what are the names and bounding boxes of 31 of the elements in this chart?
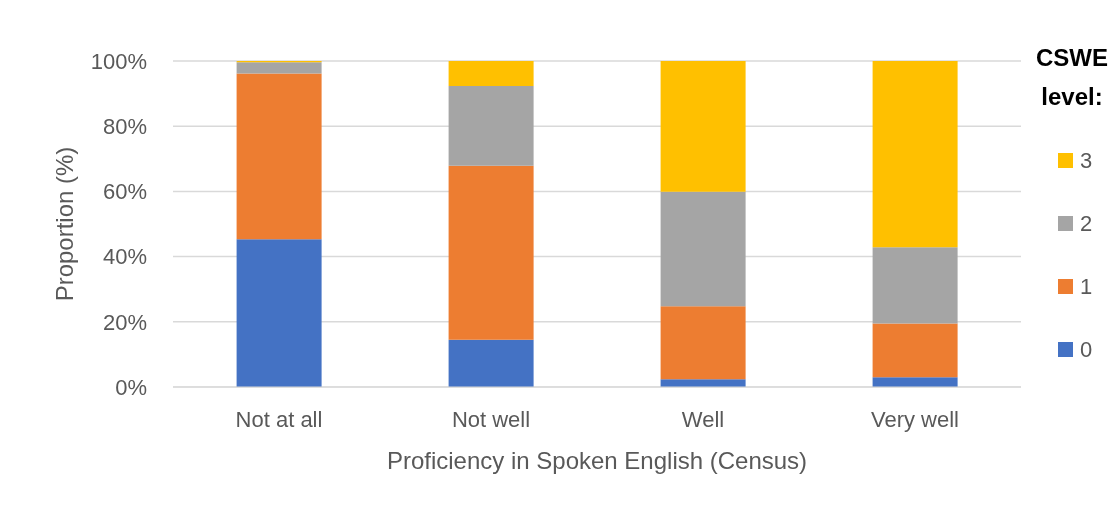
bar — [448, 339, 534, 387]
y-tick-label: 60% — [102, 179, 147, 205]
bar — [872, 323, 958, 378]
legend-label: 1 — [1080, 273, 1093, 300]
x-tick-label: Not at all — [235, 406, 323, 432]
y-tick-label: 0% — [115, 374, 147, 400]
bar — [236, 73, 322, 240]
bar — [872, 377, 958, 387]
y-axis-title: Proportion (%) — [51, 146, 79, 302]
x-tick-label: Well — [681, 406, 725, 432]
bar — [448, 86, 534, 166]
legend-label: 2 — [1080, 210, 1093, 237]
bar — [448, 165, 534, 340]
bar — [236, 62, 322, 74]
bar — [660, 191, 746, 307]
bar — [448, 61, 534, 87]
x-tick-label: Very well — [870, 406, 960, 432]
legend-label: 3 — [1080, 147, 1093, 174]
y-tick-label: 100% — [90, 48, 147, 74]
y-tick-label: 20% — [102, 309, 147, 335]
y-tick-label: 40% — [102, 244, 147, 270]
bar — [872, 61, 958, 248]
bar — [660, 306, 746, 380]
x-tick-label: Not well — [451, 406, 531, 432]
bar — [236, 239, 322, 387]
y-tick-label: 80% — [102, 114, 147, 140]
bar — [660, 61, 746, 192]
bar — [872, 247, 958, 324]
legend-title: CSWE level: — [1035, 43, 1109, 112]
x-axis-title: Proficiency in Spoken English (Census) — [386, 447, 808, 474]
legend-label: 0 — [1080, 336, 1093, 363]
